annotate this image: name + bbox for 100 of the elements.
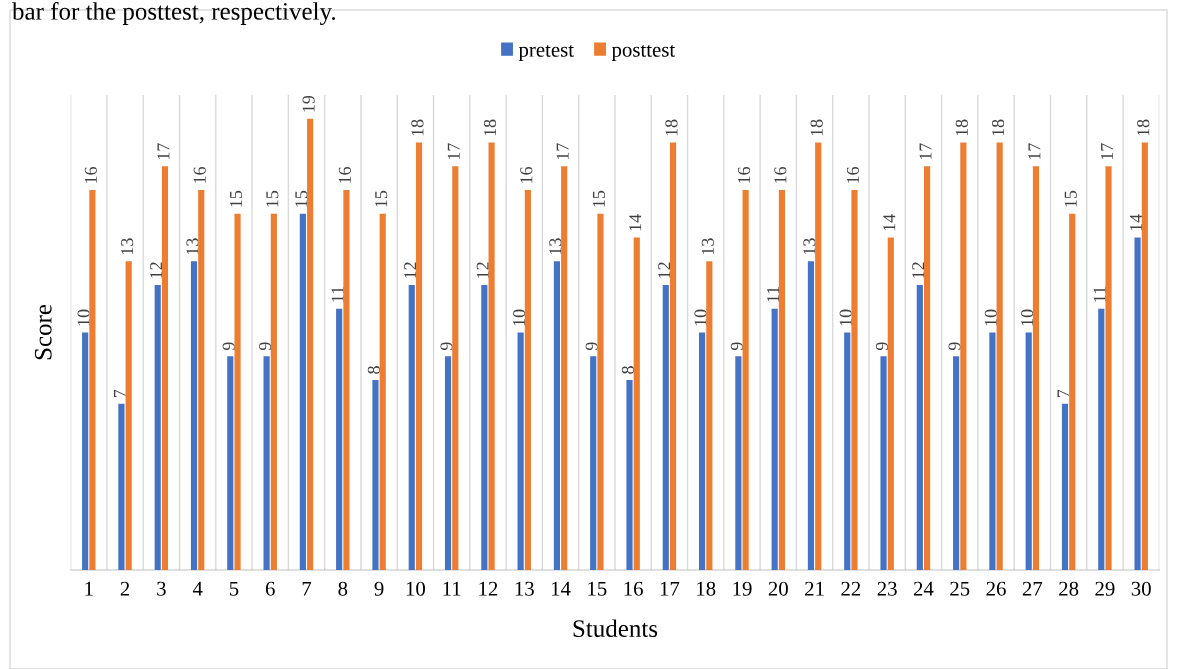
data-label: 12 xyxy=(150,262,163,278)
x-tick-label: 4 xyxy=(192,581,203,596)
text: bar for the posttest, respectively. xyxy=(12,2,336,25)
x-tick-label: 26 xyxy=(986,581,1006,596)
bar xyxy=(1105,166,1112,570)
bar xyxy=(161,166,169,570)
bar xyxy=(1141,142,1148,570)
legend-label: pretest xyxy=(518,44,574,62)
data-label: 17 xyxy=(556,143,569,160)
bar xyxy=(887,237,894,570)
data-label: 18 xyxy=(665,119,678,136)
data-label: 9 xyxy=(440,342,453,351)
data-label: 7 xyxy=(113,389,126,397)
data-label: 8 xyxy=(367,366,380,374)
bar xyxy=(408,284,415,570)
data-label: 10 xyxy=(839,309,852,326)
x-tick-label: 13 xyxy=(515,581,534,596)
bar xyxy=(844,332,851,570)
bar xyxy=(699,332,706,570)
x-tick-label: 14 xyxy=(551,581,571,596)
data-label: 9 xyxy=(585,342,598,351)
data-label: 13 xyxy=(549,238,562,255)
bar xyxy=(517,332,524,570)
bar xyxy=(706,261,713,570)
bar xyxy=(452,166,459,570)
data-label: 17 xyxy=(1100,143,1113,160)
data-label: 10 xyxy=(77,309,90,326)
data-label: 15 xyxy=(295,190,308,207)
x-tick-label: 5 xyxy=(229,581,239,596)
data-label: 10 xyxy=(1021,309,1034,326)
bar xyxy=(415,142,423,570)
x-tick-label: 21 xyxy=(805,581,824,596)
data-label: 12 xyxy=(912,262,925,278)
x-tick-label: 15 xyxy=(588,581,607,596)
bar xyxy=(1098,308,1105,570)
bar xyxy=(488,142,495,570)
bar xyxy=(851,190,858,570)
bar xyxy=(953,356,960,570)
bar xyxy=(626,379,633,570)
x-tick-label: 10 xyxy=(406,581,426,596)
x-tick-label: 18 xyxy=(697,581,716,596)
x-tick-label: 22 xyxy=(841,581,861,596)
data-label: 9 xyxy=(875,342,889,351)
bar xyxy=(742,190,749,570)
x-tick-label: 27 xyxy=(1022,581,1043,596)
data-label: 16 xyxy=(774,166,787,183)
bar xyxy=(771,308,778,570)
data-label: 16 xyxy=(193,166,206,183)
bar xyxy=(960,142,967,570)
x-tick-label: 1 xyxy=(85,581,93,596)
bar xyxy=(198,190,205,570)
bar xyxy=(372,379,379,570)
bar xyxy=(633,237,640,570)
x-tick-label: 28 xyxy=(1059,581,1079,596)
bar xyxy=(1134,237,1141,570)
data-label: 13 xyxy=(186,238,199,255)
bar xyxy=(815,142,822,570)
bar xyxy=(924,166,931,570)
data-label: 14 xyxy=(629,214,642,231)
data-label: 14 xyxy=(883,214,896,231)
data-label: 13 xyxy=(803,238,816,255)
legend-label: posttest xyxy=(611,44,676,62)
bar xyxy=(735,356,742,570)
data-label: 17 xyxy=(157,143,170,160)
data-label: 10 xyxy=(984,309,997,326)
data-label: 15 xyxy=(1064,190,1077,207)
bar xyxy=(880,356,887,570)
bar xyxy=(270,213,277,570)
bar xyxy=(553,261,560,570)
data-label: 16 xyxy=(846,166,860,183)
data-label: 17 xyxy=(447,143,460,160)
bar xyxy=(597,213,604,570)
x-tick-label: 17 xyxy=(660,581,680,596)
data-label: 19 xyxy=(302,95,315,112)
x-tick-label: 19 xyxy=(733,581,752,596)
data-label: 16 xyxy=(84,166,97,183)
bar xyxy=(125,261,132,570)
bar xyxy=(481,284,488,570)
data-label: 10 xyxy=(694,309,707,326)
data-label: 15 xyxy=(375,190,388,207)
x-tick-label: 29 xyxy=(1095,581,1115,596)
data-label: 18 xyxy=(810,119,823,136)
x-tick-label: 20 xyxy=(768,581,788,596)
data-label: 9 xyxy=(948,342,961,351)
bar xyxy=(662,284,669,570)
bar xyxy=(336,308,343,570)
data-label: 18 xyxy=(1137,119,1150,136)
bar xyxy=(524,190,531,570)
bar xyxy=(190,261,198,570)
data-label: 12 xyxy=(658,262,671,278)
data-label: 12 xyxy=(404,262,417,278)
bar xyxy=(996,142,1003,570)
data-label: 10 xyxy=(512,309,526,326)
bar xyxy=(1069,213,1076,570)
data-label: 15 xyxy=(229,190,243,207)
data-label: 13 xyxy=(121,238,134,255)
bar xyxy=(444,356,452,570)
data-label: 17 xyxy=(1028,143,1041,160)
x-tick-label: 25 xyxy=(950,581,970,596)
bar xyxy=(590,356,597,570)
